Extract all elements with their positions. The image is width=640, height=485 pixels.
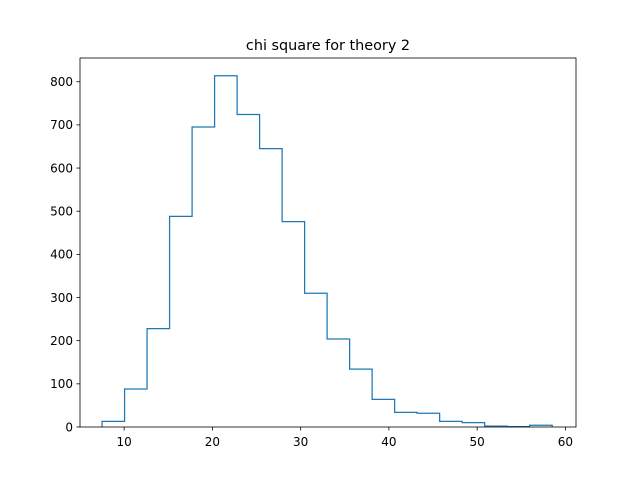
histogram-bin-4: [170, 216, 193, 427]
histogram-bin-12: [350, 369, 373, 427]
y-tick-label-800: 800: [50, 75, 73, 89]
y-tick-label-500: 500: [50, 205, 73, 219]
histogram-bin-16: [440, 421, 463, 427]
histogram-bin-6: [215, 76, 238, 427]
x-tick-label-20: 20: [205, 435, 220, 449]
x-tick-label-10: 10: [116, 435, 131, 449]
histogram-bin-2: [125, 389, 148, 427]
histogram-bin-13: [372, 399, 395, 427]
x-tick-label-30: 30: [293, 435, 308, 449]
y-tick-label-300: 300: [50, 291, 73, 305]
y-tick-label-700: 700: [50, 118, 73, 132]
histogram-bin-1: [102, 421, 125, 427]
chart-title: chi square for theory 2: [246, 38, 410, 54]
y-tick-label-200: 200: [50, 334, 73, 348]
x-tick-label-60: 60: [558, 435, 573, 449]
histogram-bin-9: [282, 222, 305, 427]
x-tick-label-40: 40: [381, 435, 396, 449]
y-tick-label-600: 600: [50, 161, 73, 175]
y-tick-label-0: 0: [65, 420, 73, 434]
y-tick-label-400: 400: [50, 248, 73, 262]
histogram-bin-15: [417, 413, 440, 427]
histogram-bin-14: [395, 412, 418, 427]
histogram-bin-3: [147, 329, 170, 427]
histogram-bin-11: [327, 339, 350, 427]
histogram-bin-7: [237, 115, 260, 427]
histogram-bin-10: [305, 293, 328, 427]
y-tick-label-100: 100: [50, 377, 73, 391]
histogram-bin-8: [260, 149, 283, 427]
histogram-bin-5: [192, 127, 215, 427]
x-tick-label-50: 50: [470, 435, 485, 449]
histogram-bin-17: [462, 423, 485, 427]
